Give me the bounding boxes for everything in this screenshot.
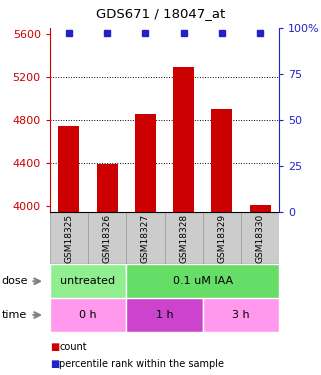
Text: percentile rank within the sample: percentile rank within the sample (59, 359, 224, 369)
Bar (50, 264, 126, 298)
Bar (211, 109, 232, 212)
Bar (164, 212, 203, 264)
Text: ■: ■ (50, 342, 59, 352)
Text: 0 h: 0 h (79, 310, 97, 320)
Text: time: time (2, 310, 27, 320)
Bar (50, 212, 88, 264)
Bar (126, 264, 279, 298)
Bar (173, 67, 194, 212)
Bar (88, 212, 126, 264)
Text: dose: dose (2, 276, 28, 286)
Bar (97, 164, 118, 212)
Bar (126, 298, 203, 332)
Text: GSM18330: GSM18330 (256, 213, 265, 263)
Text: GSM18325: GSM18325 (65, 214, 74, 262)
Text: GSM18329: GSM18329 (217, 214, 226, 262)
Bar (135, 114, 156, 212)
Bar (203, 298, 279, 332)
Bar (50, 298, 126, 332)
Text: ■: ■ (50, 359, 59, 369)
Text: 3 h: 3 h (232, 310, 250, 320)
Text: GSM18327: GSM18327 (141, 214, 150, 262)
Text: GDS671 / 18047_at: GDS671 / 18047_at (96, 7, 225, 20)
Bar (203, 212, 241, 264)
Bar (250, 205, 271, 212)
Text: 0.1 uM IAA: 0.1 uM IAA (173, 276, 233, 286)
Text: untreated: untreated (60, 276, 116, 286)
Text: count: count (59, 342, 87, 352)
Text: 1 h: 1 h (156, 310, 173, 320)
Text: GSM18328: GSM18328 (179, 214, 188, 262)
Bar (58, 126, 79, 212)
Bar (241, 212, 279, 264)
Bar (126, 212, 164, 264)
Text: GSM18326: GSM18326 (103, 214, 112, 262)
